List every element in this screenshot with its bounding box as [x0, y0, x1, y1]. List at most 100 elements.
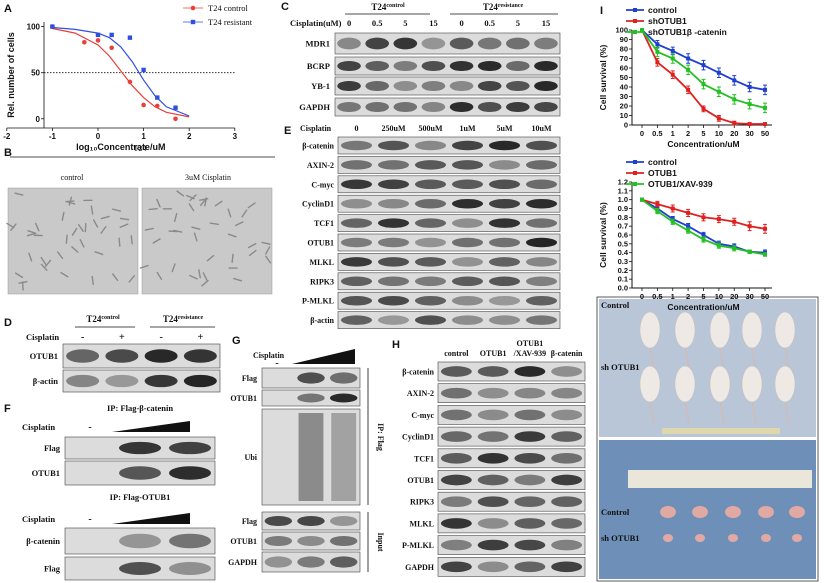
label: 1uM — [460, 124, 476, 133]
cell — [40, 263, 48, 271]
cell — [247, 202, 256, 209]
legend-marker — [633, 160, 637, 164]
band — [365, 37, 389, 50]
legend-marker — [633, 8, 637, 12]
y-tick-label: 100 — [615, 26, 628, 35]
cell — [21, 281, 24, 291]
point — [716, 217, 721, 222]
band — [377, 295, 410, 306]
cell — [91, 275, 94, 286]
point — [655, 42, 660, 47]
band — [451, 237, 484, 248]
band — [488, 237, 521, 248]
x-tick-label: 2 — [686, 292, 690, 301]
y-tick-label: 0.0 — [618, 284, 628, 293]
fit-curve — [52, 26, 190, 117]
label: - — [159, 332, 162, 343]
x-tick-label: 0 — [96, 132, 101, 141]
cell — [152, 238, 161, 244]
band — [514, 366, 546, 377]
label: 5uM — [497, 124, 513, 133]
band — [488, 160, 521, 170]
row-label: CyclinD1 — [302, 200, 334, 209]
cell — [65, 234, 68, 244]
x-tick-label: 0.5 — [652, 292, 662, 301]
row-label: Flag — [44, 443, 61, 453]
point — [763, 252, 767, 257]
y-tick-label: 40 — [620, 83, 628, 92]
cell — [71, 246, 79, 253]
mouse — [774, 365, 796, 403]
band — [377, 140, 410, 151]
cell — [206, 254, 215, 262]
band — [451, 218, 484, 228]
row-label: TCF1 — [314, 219, 334, 228]
row-label: MDR1 — [305, 39, 330, 49]
label: Cisplatin — [26, 332, 59, 342]
band — [414, 160, 447, 170]
point — [763, 105, 767, 110]
band — [365, 60, 389, 72]
band — [440, 561, 472, 573]
legend-marker — [633, 171, 637, 175]
label: - — [81, 332, 84, 343]
cell — [40, 256, 47, 265]
band — [514, 561, 546, 573]
cell — [128, 275, 136, 283]
band — [506, 101, 530, 113]
dose-ramp — [112, 513, 190, 524]
band — [477, 518, 509, 529]
point — [686, 67, 691, 72]
frame — [596, 296, 819, 582]
row-label: RIPK3 — [410, 498, 434, 507]
label: 500uM — [419, 124, 443, 133]
band — [414, 315, 447, 325]
point — [747, 224, 752, 229]
row-label: β-catenin — [402, 368, 434, 377]
cell — [209, 222, 219, 226]
band — [451, 160, 484, 170]
label: 0 — [459, 18, 463, 28]
row-label: OTUB1 — [30, 351, 58, 361]
group-base: T24 — [163, 314, 179, 324]
band — [414, 198, 447, 209]
band — [477, 60, 502, 72]
band — [514, 409, 546, 421]
y-tick-label: 0.3 — [618, 257, 628, 266]
blot — [437, 491, 586, 512]
band — [414, 276, 447, 287]
point — [701, 233, 706, 237]
x-tick-label: 5 — [701, 129, 705, 138]
band — [506, 80, 530, 92]
cell — [6, 222, 15, 229]
band — [365, 80, 389, 92]
band — [514, 518, 546, 529]
dose-ramp — [112, 421, 190, 432]
band — [514, 387, 546, 399]
band — [440, 409, 472, 421]
band — [440, 366, 472, 377]
x-tick-label: 3 — [233, 132, 238, 141]
point — [686, 56, 691, 61]
row-label: Flag — [242, 374, 257, 383]
band — [264, 535, 293, 547]
cell — [189, 274, 198, 280]
y-tick-label: 0.8 — [618, 213, 628, 222]
panel-letter: H — [392, 339, 400, 351]
mouse-tail — [684, 345, 690, 371]
legend-label: shOTUB1β -catenin — [648, 27, 727, 37]
band — [329, 393, 358, 403]
band — [340, 237, 373, 248]
cell — [144, 227, 154, 231]
band — [477, 37, 502, 50]
band — [551, 409, 583, 421]
band — [340, 295, 373, 306]
band — [488, 257, 521, 267]
y-tick-label: 0 — [36, 115, 41, 124]
band — [393, 80, 418, 92]
cell — [214, 200, 223, 207]
label: 15 — [542, 18, 551, 28]
legend-marker — [190, 19, 196, 25]
point — [701, 237, 706, 242]
y-tick-label: 50 — [31, 69, 40, 78]
